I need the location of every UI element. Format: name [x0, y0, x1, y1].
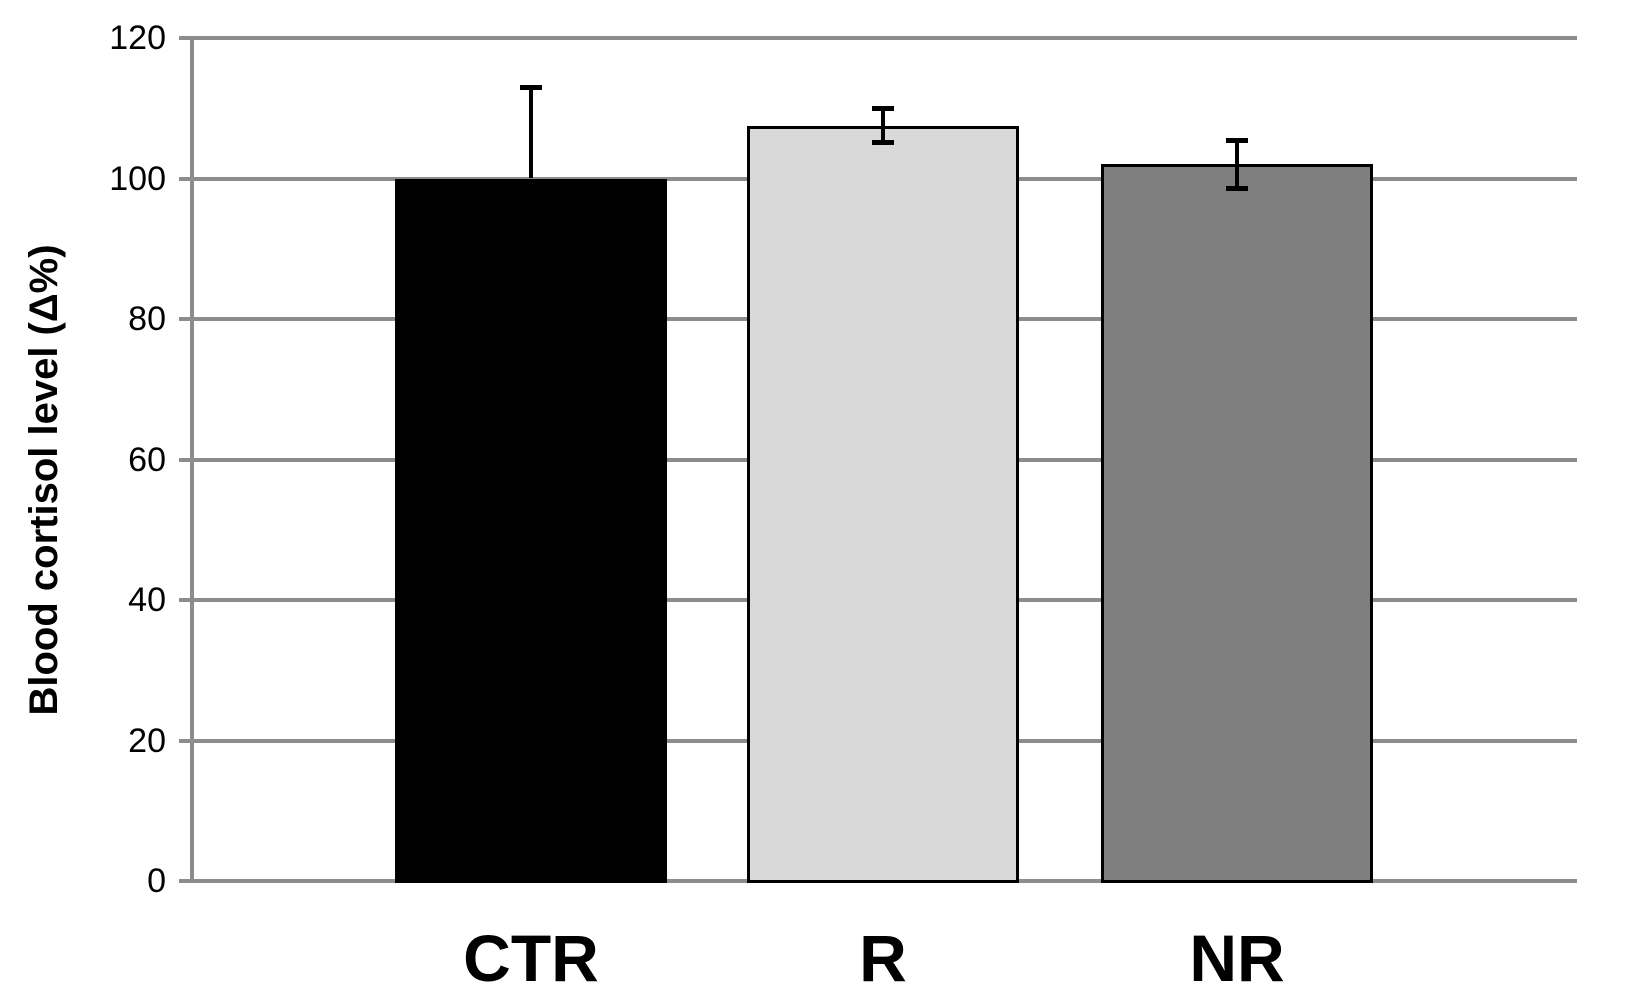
y-axis-tick [179, 738, 192, 743]
error-bar-line [1235, 139, 1239, 190]
error-bar-bottom-cap [1226, 186, 1248, 192]
y-axis-tick [179, 598, 192, 602]
x-axis-label-ctr: CTR [463, 921, 599, 995]
error-bar-top-cap [520, 85, 542, 91]
error-bar-line [529, 87, 533, 179]
error-bar-top-cap [1226, 137, 1248, 143]
y-tick-label: 60 [128, 440, 166, 479]
y-axis-tick [179, 457, 192, 462]
bar-ctr [395, 178, 667, 883]
y-tick-label: 40 [128, 581, 166, 619]
error-bar-line [881, 108, 885, 144]
error-bar-top-cap [872, 106, 894, 112]
y-tick-label: 100 [109, 159, 166, 198]
y-axis-tick [179, 879, 192, 883]
x-axis-label-nr: NR [1189, 921, 1285, 995]
bar-r [747, 125, 1019, 883]
y-tick-label: 20 [128, 721, 166, 760]
gridline [192, 36, 1577, 40]
y-axis-line [190, 36, 194, 883]
y-axis-tick [179, 317, 192, 321]
y-tick-label: 0 [147, 862, 166, 900]
y-axis-tick [179, 176, 192, 181]
y-tick-label: 120 [109, 19, 166, 57]
y-axis-tick [179, 36, 192, 40]
bar-nr [1101, 164, 1373, 883]
x-axis-label-r: R [859, 921, 907, 995]
error-bar-bottom-cap [872, 140, 894, 146]
y-tick-label: 80 [128, 300, 166, 338]
